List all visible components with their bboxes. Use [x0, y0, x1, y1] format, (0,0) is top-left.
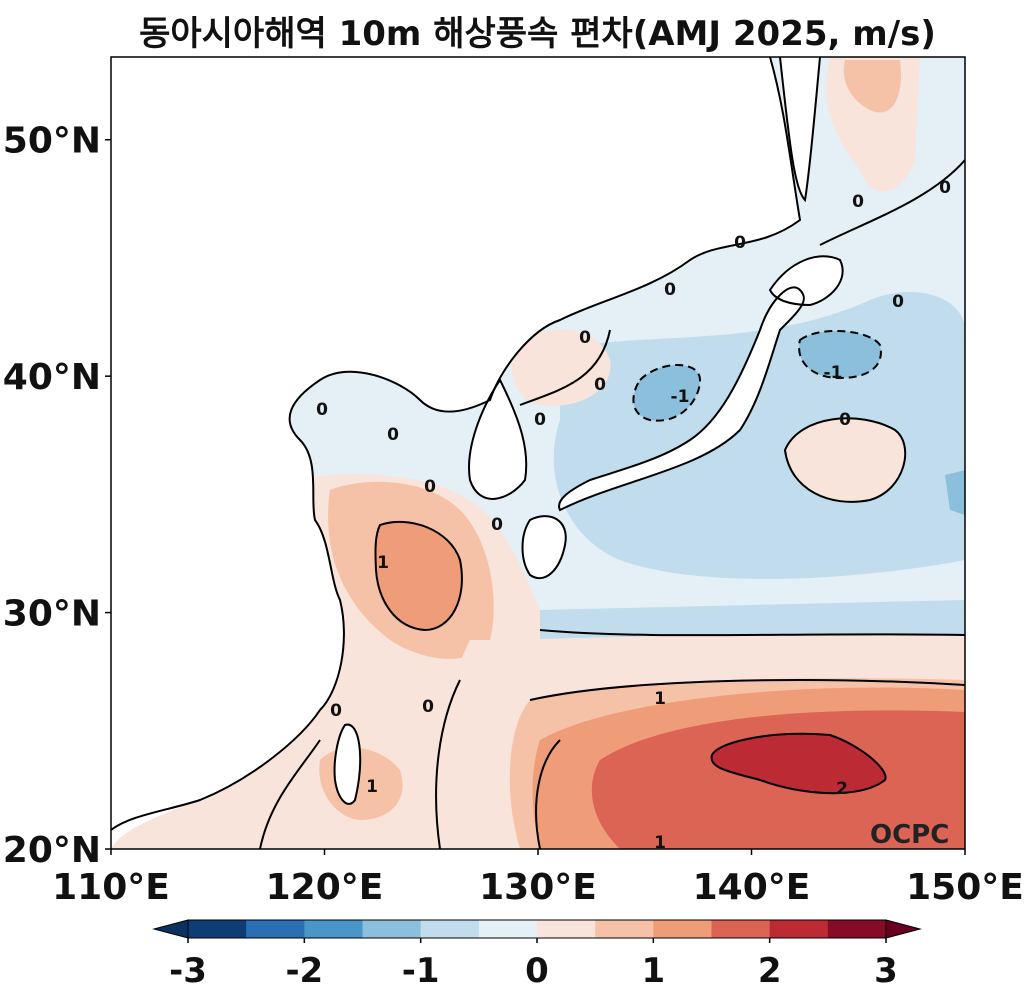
contour-neg-japan-sea: [632, 364, 702, 422]
colorbar-swatch: [711, 920, 771, 938]
colorbar-tick-label: 1: [641, 951, 665, 991]
region-orange-north: [843, 60, 901, 113]
contour-label: 2: [836, 779, 848, 799]
lon-tick-labels: 110°E 120°E 130°E 140°E 150°E: [52, 849, 1024, 908]
region-pale-east-japan: [785, 418, 906, 502]
coastlines: [111, 57, 844, 831]
contour-label: 0: [534, 410, 546, 430]
map-title: 동아시아해역 10m 해상풍속 편차(AMJ 2025, m/s): [139, 14, 936, 54]
lat-tick-label: 30°N: [3, 594, 101, 635]
colorbar-swatch: [246, 920, 305, 938]
credit-label: OCPC: [870, 820, 949, 850]
region-neg1-hokkaido: [799, 330, 881, 378]
contour-label: 1: [366, 777, 378, 797]
contour-label: 0: [424, 477, 436, 497]
contour-label: -1: [824, 363, 843, 383]
colorbar-swatch: [595, 920, 654, 938]
contour-label: 0: [316, 400, 328, 420]
contour-zero-ecs-south: [435, 679, 461, 849]
colorbar-tick-label: -3: [169, 951, 207, 991]
lat-tick-label: 20°N: [3, 830, 101, 871]
colorbar-swatch: [362, 920, 422, 938]
contour-label: 0: [579, 328, 591, 348]
region-neg1-japan-sea: [633, 365, 700, 421]
contour-zero-east-japan: [783, 417, 907, 503]
land-kyushu: [522, 516, 566, 579]
contour-label-group: 0 0 0 0 0 0 0 0 0 0 0 0 0 -1 -1 1 1 1 2 1 0 0: [316, 178, 951, 853]
colorbar-swatch: [188, 920, 247, 938]
contour-zero-korea: [519, 329, 611, 406]
land-taiwan: [334, 724, 361, 804]
region-pale-korea: [511, 329, 611, 406]
contour-label: 0: [594, 375, 606, 395]
land-honshu: [559, 287, 804, 510]
colorbar-tick-label: -2: [285, 951, 323, 991]
contour-label: 1: [377, 553, 389, 573]
colorbar-tick-label: -1: [402, 951, 440, 991]
land-asia: [111, 57, 800, 849]
region-pos1-ecs: [375, 521, 462, 630]
lon-tick-label: 140°E: [693, 867, 811, 908]
land-hokkaido: [770, 256, 843, 305]
contour-one-south-west: [535, 739, 561, 849]
lon-tick-label: 110°E: [52, 867, 170, 908]
contour-label: 0: [839, 410, 851, 430]
colorbar-over-triangle: [885, 919, 922, 939]
colorbar-swatch: [420, 920, 480, 938]
contour-label: 0: [664, 280, 676, 300]
land-korea: [469, 380, 527, 499]
lon-tick-label: 120°E: [266, 867, 384, 908]
colorbar-tick-label: 0: [525, 951, 549, 991]
contour-label: 0: [330, 701, 342, 721]
colorbar-swatch: [537, 920, 596, 938]
colorbar-tick-label: 2: [758, 951, 782, 991]
contour-zero-south: [539, 629, 965, 637]
colorbar-swatch: [653, 920, 712, 938]
lat-tick-label: 50°N: [3, 121, 101, 162]
lat-tick-label: 40°N: [3, 357, 101, 398]
contour-label: 0: [422, 697, 434, 717]
lon-tick-label: 130°E: [479, 867, 597, 908]
contour-label: 0: [939, 178, 951, 198]
contour-label: 1: [654, 689, 666, 709]
contour-two-south: [710, 732, 887, 795]
colorbar-swatch: [827, 920, 887, 938]
contour-zero-taiwan-west: [259, 739, 321, 849]
contour-lines: [259, 159, 965, 849]
shaded-field: [111, 57, 965, 849]
contour-label: 0: [734, 233, 746, 253]
contour-one-south: [529, 679, 965, 701]
colorbar-swatch: [478, 920, 538, 938]
colorbar-tick-label: 3: [874, 951, 898, 991]
contour-label: 0: [892, 292, 904, 312]
contour-neg-hokkaido: [798, 329, 882, 380]
contour-label: -1: [671, 387, 690, 407]
colorbar-swatch: [769, 920, 829, 938]
lat-tick-labels: 20°N 30°N 40°N 50°N: [3, 121, 111, 871]
colorbar: -3 -2 -1 0 1 2 3: [152, 919, 922, 991]
contour-zero-northeast: [819, 159, 965, 246]
colorbar-under-triangle: [152, 919, 189, 939]
contour-label: 1: [654, 833, 666, 853]
region-neg1-east: [945, 470, 965, 515]
land-sakhalin: [780, 57, 820, 200]
contour-label: 0: [852, 192, 864, 212]
contour-one-ecs: [374, 520, 463, 632]
contour-label: 0: [387, 425, 399, 445]
lon-tick-label: 150°E: [906, 867, 1024, 908]
colorbar-swatch: [304, 920, 363, 938]
contour-label: 0: [491, 515, 503, 535]
